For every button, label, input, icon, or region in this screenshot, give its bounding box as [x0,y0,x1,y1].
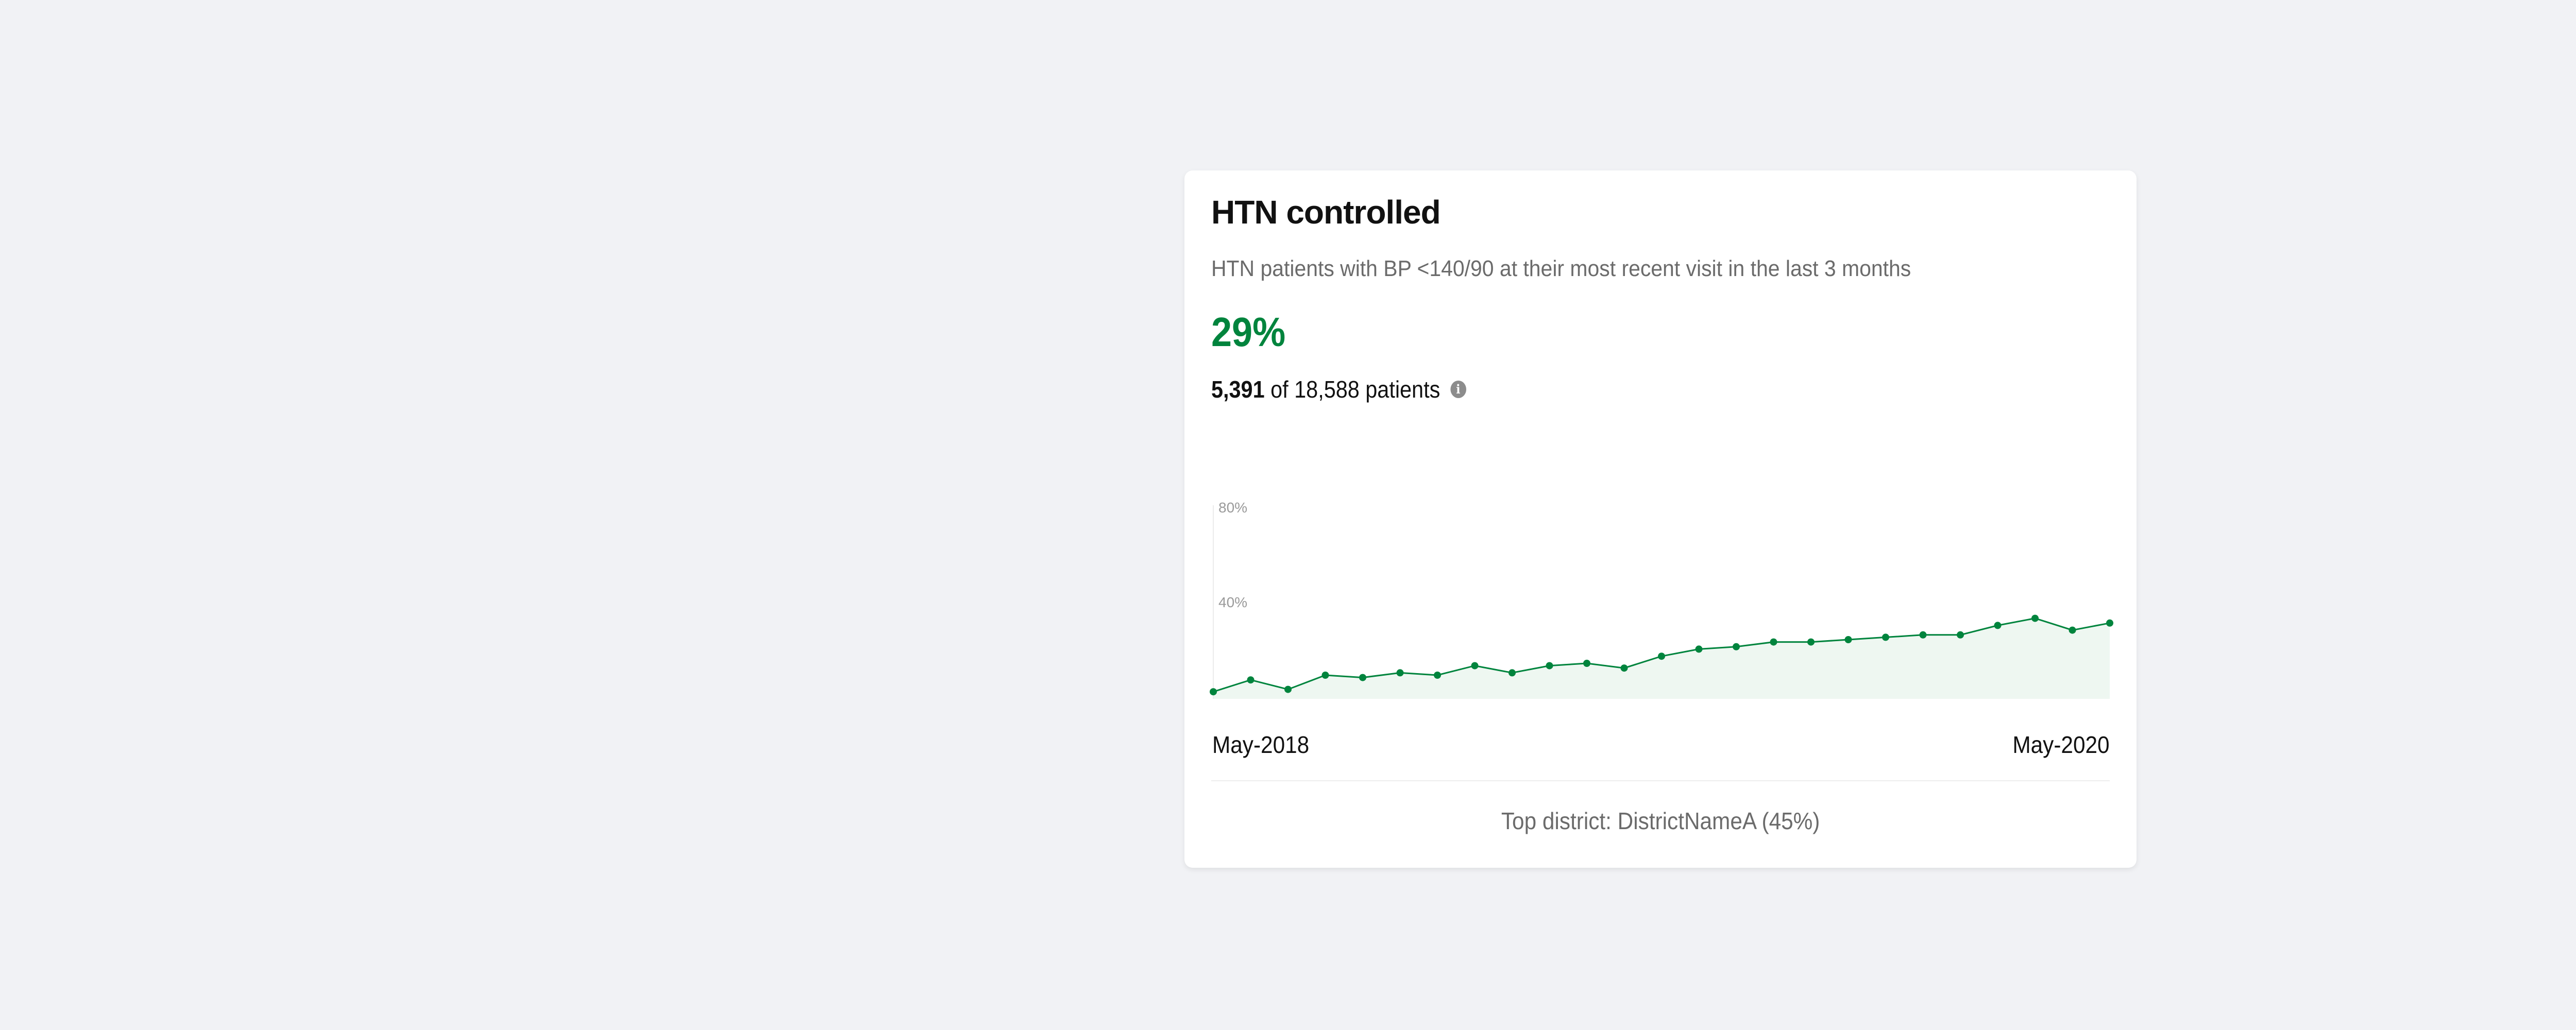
data-point-12[interactable] [1658,653,1665,660]
controlled-count: 5,391 [1211,376,1265,403]
data-point-0[interactable] [1210,688,1217,696]
chart-points-group [1210,614,2113,696]
data-point-4[interactable] [1359,674,1366,681]
data-point-7[interactable] [1471,662,1479,670]
data-point-14[interactable] [1733,643,1740,650]
y-tick-label-80: 80% [1218,500,1247,516]
data-point-13[interactable] [1695,645,1703,653]
info-icon[interactable]: i [1450,381,1466,398]
data-point-15[interactable] [1770,638,1777,646]
of-text: of [1270,376,1289,403]
card-divider [1211,780,2110,781]
top-district-text: Top district: DistrictNameA (45%) [1501,808,1820,834]
data-point-19[interactable] [1919,631,1927,639]
controlled-percent: 29% [1211,309,1286,355]
data-point-16[interactable] [1807,638,1815,646]
total-patients: 18,588 patients [1294,376,1440,403]
y-tick-label-40: 40% [1218,594,1247,610]
data-point-22[interactable] [2031,614,2039,622]
card-title: HTN controlled [1211,194,1441,231]
data-point-21[interactable] [1994,622,2002,629]
x-axis-end-label: May-2020 [2012,731,2110,758]
data-point-9[interactable] [1546,662,1553,670]
chart-y-ticks: 80% 40% [1213,500,1247,699]
data-point-3[interactable] [1321,672,1329,679]
top-district-footer[interactable]: Top district: DistrictNameA (45%) [1184,807,2137,835]
data-point-5[interactable] [1396,669,1404,677]
data-point-2[interactable] [1284,685,1292,693]
data-point-17[interactable] [1844,636,1852,643]
data-point-8[interactable] [1509,669,1516,677]
data-point-18[interactable] [1882,633,1889,641]
htn-controlled-line-chart: 80% 40% [1210,500,2113,699]
card-subtitle: HTN patients with BP <140/90 at their mo… [1211,256,1911,281]
data-point-1[interactable] [1247,676,1255,684]
data-point-23[interactable] [2069,626,2076,634]
htn-controlled-card: HTN controlled HTN patients with BP <140… [1184,170,2137,868]
x-axis-start-label: May-2018 [1212,731,1310,758]
patient-counts: 5,391 of 18,588 patients i [1211,375,1466,403]
data-point-20[interactable] [1957,631,1964,639]
data-point-10[interactable] [1583,660,1590,667]
data-point-6[interactable] [1434,672,1441,679]
data-point-11[interactable] [1620,664,1628,672]
data-point-24[interactable] [2106,619,2113,627]
